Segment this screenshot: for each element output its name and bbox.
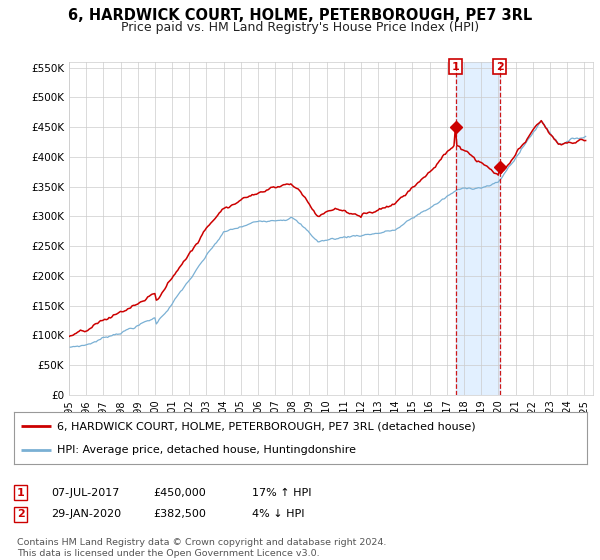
Text: 2: 2 xyxy=(496,62,503,72)
Text: 6, HARDWICK COURT, HOLME, PETERBOROUGH, PE7 3RL (detached house): 6, HARDWICK COURT, HOLME, PETERBOROUGH, … xyxy=(57,421,475,431)
Text: 1: 1 xyxy=(452,62,460,72)
Text: 2: 2 xyxy=(17,509,25,519)
Text: 07-JUL-2017: 07-JUL-2017 xyxy=(51,488,119,498)
Text: £382,500: £382,500 xyxy=(153,509,206,519)
Bar xyxy=(456,62,500,395)
Text: 4% ↓ HPI: 4% ↓ HPI xyxy=(252,509,305,519)
Text: 1: 1 xyxy=(17,488,25,498)
Text: 17% ↑ HPI: 17% ↑ HPI xyxy=(252,488,311,498)
Text: Contains HM Land Registry data © Crown copyright and database right 2024.
This d: Contains HM Land Registry data © Crown c… xyxy=(17,538,386,558)
Text: 29-JAN-2020: 29-JAN-2020 xyxy=(51,509,121,519)
Text: £450,000: £450,000 xyxy=(153,488,206,498)
Text: HPI: Average price, detached house, Huntingdonshire: HPI: Average price, detached house, Hunt… xyxy=(57,445,356,455)
Text: Price paid vs. HM Land Registry's House Price Index (HPI): Price paid vs. HM Land Registry's House … xyxy=(121,21,479,34)
Text: 6, HARDWICK COURT, HOLME, PETERBOROUGH, PE7 3RL: 6, HARDWICK COURT, HOLME, PETERBOROUGH, … xyxy=(68,8,532,24)
